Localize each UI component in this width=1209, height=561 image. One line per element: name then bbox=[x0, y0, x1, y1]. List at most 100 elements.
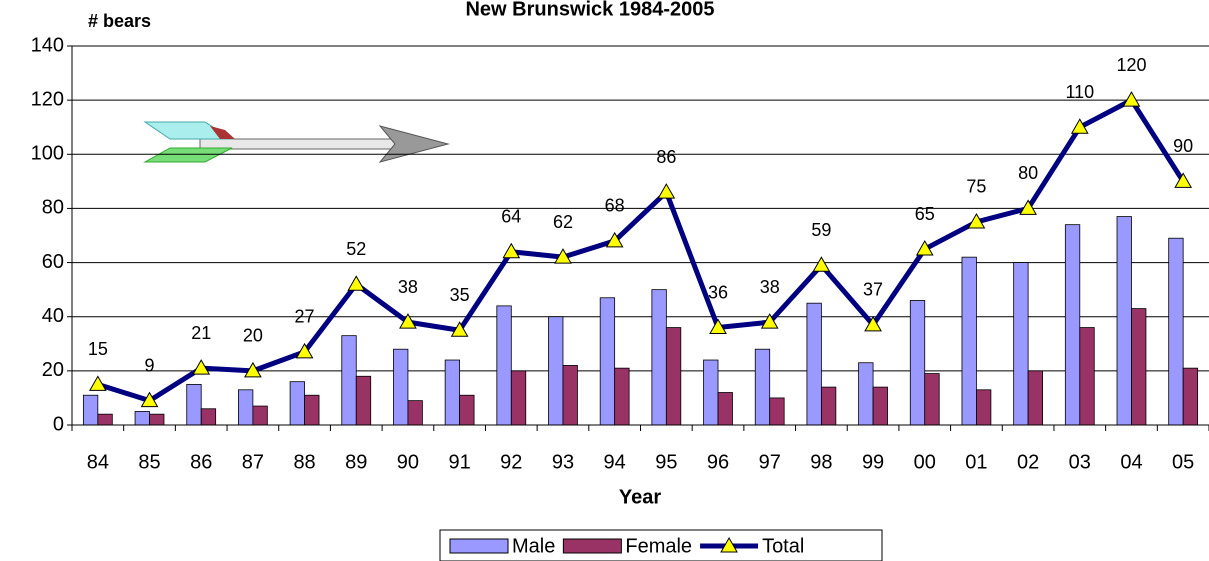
marker bbox=[192, 359, 211, 375]
bar bbox=[252, 405, 268, 426]
bar bbox=[1131, 308, 1147, 426]
bar bbox=[82, 394, 99, 426]
marker bbox=[1122, 91, 1141, 107]
marker bbox=[657, 183, 676, 199]
bar bbox=[754, 348, 771, 426]
x-tick-label: 90 bbox=[397, 451, 419, 473]
x-tick-label: 03 bbox=[1069, 451, 1091, 473]
value-label: 120 bbox=[1116, 55, 1146, 75]
x-tick-label: 88 bbox=[293, 451, 315, 473]
marker bbox=[1070, 118, 1089, 134]
x-tick-label: 96 bbox=[707, 451, 729, 473]
x-tick-label: 94 bbox=[604, 451, 626, 473]
value-label: 64 bbox=[501, 206, 521, 226]
value-label: 65 bbox=[915, 204, 935, 224]
x-tick-label: 84 bbox=[87, 451, 109, 473]
x-tick-label: 89 bbox=[345, 451, 367, 473]
value-label: 21 bbox=[191, 323, 211, 343]
bar bbox=[820, 386, 837, 426]
bar bbox=[407, 400, 423, 426]
x-tick-label: 87 bbox=[242, 451, 264, 473]
value-label: 15 bbox=[88, 339, 108, 359]
marker bbox=[605, 231, 624, 248]
bar bbox=[961, 256, 977, 426]
bar bbox=[186, 383, 202, 426]
bar bbox=[1116, 216, 1132, 426]
x-tick-label: 99 bbox=[862, 451, 884, 473]
bar bbox=[341, 335, 357, 426]
value-label: 36 bbox=[708, 282, 728, 302]
marker bbox=[967, 212, 986, 229]
y-tick-label: 60 bbox=[42, 251, 64, 273]
marker bbox=[709, 318, 727, 335]
x-axis-label: Year bbox=[619, 486, 661, 508]
bar bbox=[393, 348, 409, 426]
marker bbox=[915, 240, 934, 256]
bar bbox=[769, 397, 785, 426]
value-label: 59 bbox=[811, 220, 831, 240]
value-label: 27 bbox=[295, 307, 315, 327]
legend-box bbox=[439, 529, 883, 561]
bar bbox=[599, 297, 616, 426]
x-tick-label: 98 bbox=[810, 451, 832, 473]
y-tick-label: 40 bbox=[42, 305, 64, 327]
marker bbox=[1019, 199, 1037, 215]
x-tick-label: 00 bbox=[914, 451, 936, 473]
bar bbox=[97, 413, 113, 426]
marker bbox=[347, 275, 366, 291]
bar bbox=[872, 386, 888, 426]
legend-swatch bbox=[562, 538, 622, 554]
bar bbox=[444, 359, 461, 426]
value-label: 62 bbox=[553, 212, 573, 232]
legend: Male Female Total bbox=[449, 535, 804, 557]
marker bbox=[295, 342, 314, 359]
value-label: 80 bbox=[1018, 163, 1038, 183]
bar bbox=[1182, 367, 1199, 426]
arrow-fletch bbox=[143, 147, 233, 163]
marker bbox=[502, 242, 521, 259]
bar bbox=[134, 411, 150, 426]
arrow-decoration bbox=[143, 121, 450, 163]
marker bbox=[760, 313, 779, 329]
bar bbox=[200, 408, 217, 426]
marker bbox=[812, 256, 831, 272]
bar bbox=[924, 373, 940, 426]
x-tick-label: 05 bbox=[1172, 451, 1194, 473]
value-label: 9 bbox=[145, 355, 155, 375]
arrow-nock bbox=[210, 126, 235, 139]
x-tick-label: 92 bbox=[500, 451, 522, 473]
x-tick-label: 02 bbox=[1017, 451, 1039, 473]
bar bbox=[806, 302, 822, 426]
arrow-head bbox=[378, 125, 450, 163]
bar bbox=[548, 316, 564, 426]
marker bbox=[399, 313, 417, 329]
bar bbox=[149, 413, 165, 426]
value-label: 38 bbox=[398, 277, 418, 297]
bar bbox=[665, 327, 682, 426]
x-tick-label: 01 bbox=[965, 451, 987, 473]
value-label: 75 bbox=[966, 177, 986, 197]
legend-label: Female bbox=[625, 535, 692, 557]
y-tick-label: 20 bbox=[42, 359, 64, 381]
bar bbox=[909, 300, 926, 426]
bar bbox=[614, 367, 630, 426]
bar bbox=[858, 362, 874, 426]
x-tick-label: 91 bbox=[448, 451, 470, 473]
x-tick-label: 95 bbox=[655, 451, 677, 473]
value-label: 35 bbox=[450, 285, 470, 305]
value-label: 86 bbox=[656, 147, 676, 167]
marker bbox=[450, 321, 469, 337]
x-tick-label: 85 bbox=[138, 451, 160, 473]
line bbox=[97, 97, 1186, 404]
bar bbox=[1027, 370, 1043, 426]
legend-label: Total bbox=[762, 535, 804, 557]
marker bbox=[88, 375, 107, 391]
bar bbox=[976, 389, 992, 426]
bar bbox=[510, 370, 527, 426]
legend-swatch bbox=[449, 538, 509, 554]
value-label: 68 bbox=[605, 196, 625, 216]
y-tick-label: 80 bbox=[42, 197, 64, 219]
bar bbox=[717, 392, 733, 426]
bar bbox=[1013, 262, 1029, 426]
